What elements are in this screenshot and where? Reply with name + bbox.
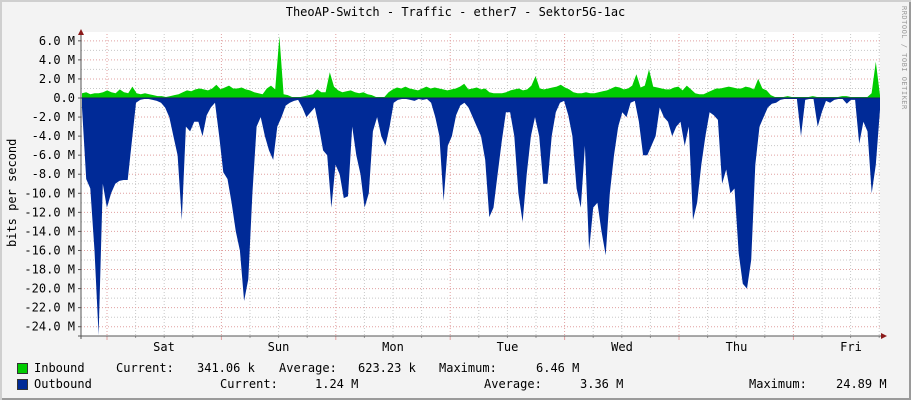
frame-top-border: [0, 0, 911, 2]
outbound-label: Outbound: [34, 377, 92, 391]
legend-row-outbound: Outbound Current: 1.24 M Average: 3.36 M…: [17, 377, 897, 391]
inbound-average-label: Average:: [279, 361, 337, 375]
outbound-swatch: [17, 379, 28, 390]
x-tick-label: Fri: [840, 340, 862, 354]
y-tick-label: -18.0 M: [24, 263, 75, 277]
y-tick-label: 4.0 M: [39, 53, 75, 67]
major-grid: [81, 34, 880, 336]
y-tick-label: -22.0 M: [24, 301, 75, 315]
x-tick-label: Wed: [611, 340, 633, 354]
x-tick-label: Thu: [726, 340, 748, 354]
rrdtool-watermark: RRDTOOL / TOBI OETIKER: [900, 6, 908, 110]
x-axis-ticks: Sat Sun Mon Tue Wed Thu Fri: [106, 336, 880, 354]
y-tick-label: -10.0 M: [24, 186, 75, 200]
y-axis-ticks: 6.0 M 4.0 M 2.0 M 0.0 -2.0 M -4.0 M -6.0 M -8.0…: [24, 34, 81, 334]
outbound-maximum-value: 24.89 M: [836, 377, 887, 391]
x-axis-arrow-icon: [881, 333, 887, 339]
x-tick-label: Tue: [497, 340, 519, 354]
y-tick-label: -16.0 M: [24, 243, 75, 257]
y-tick-label: -8.0 M: [32, 167, 75, 181]
y-tick-label: 6.0 M: [39, 34, 75, 48]
inbound-swatch: [17, 363, 28, 374]
inbound-current-value: 341.06 k: [197, 361, 255, 375]
legend-row-inbound: Inbound Current: 341.06 k Average: 623.2…: [17, 361, 897, 375]
chart-title: TheoAP-Switch - Traffic - ether7 - Sekto…: [285, 5, 626, 19]
inbound-current-label: Current:: [116, 361, 174, 375]
y-tick-label: -12.0 M: [24, 205, 75, 219]
outbound-current-value: 1.24 M: [315, 377, 359, 391]
x-tick-label: Sun: [268, 340, 290, 354]
outbound-area: [82, 98, 880, 336]
y-axis-arrow-icon: [78, 29, 84, 35]
outbound-maximum-label: Maximum:: [749, 377, 807, 391]
y-tick-label: -4.0 M: [32, 129, 75, 143]
y-tick-label: -20.0 M: [24, 282, 75, 296]
frame-left-border: [0, 0, 2, 400]
inbound-maximum-label: Maximum:: [439, 361, 497, 375]
outbound-current-label: Current:: [220, 377, 278, 391]
x-tick-label: Sat: [153, 340, 175, 354]
y-tick-label: -2.0 M: [32, 110, 75, 124]
y-tick-label: 2.0 M: [39, 72, 75, 86]
inbound-area: [82, 36, 880, 98]
y-tick-label: 0.0: [53, 91, 75, 105]
inbound-average-value: 623.23 k: [358, 361, 416, 375]
y-axis-label: bits per second: [5, 138, 19, 247]
outbound-average-value: 3.36 M: [580, 377, 624, 391]
x-tick-label: Mon: [382, 340, 404, 354]
inbound-label: Inbound: [34, 361, 85, 375]
outbound-average-label: Average:: [484, 377, 542, 391]
inbound-maximum-value: 6.46 M: [536, 361, 580, 375]
y-tick-label: -14.0 M: [24, 224, 75, 238]
y-tick-label: -6.0 M: [32, 148, 75, 162]
y-tick-label: -24.0 M: [24, 320, 75, 334]
